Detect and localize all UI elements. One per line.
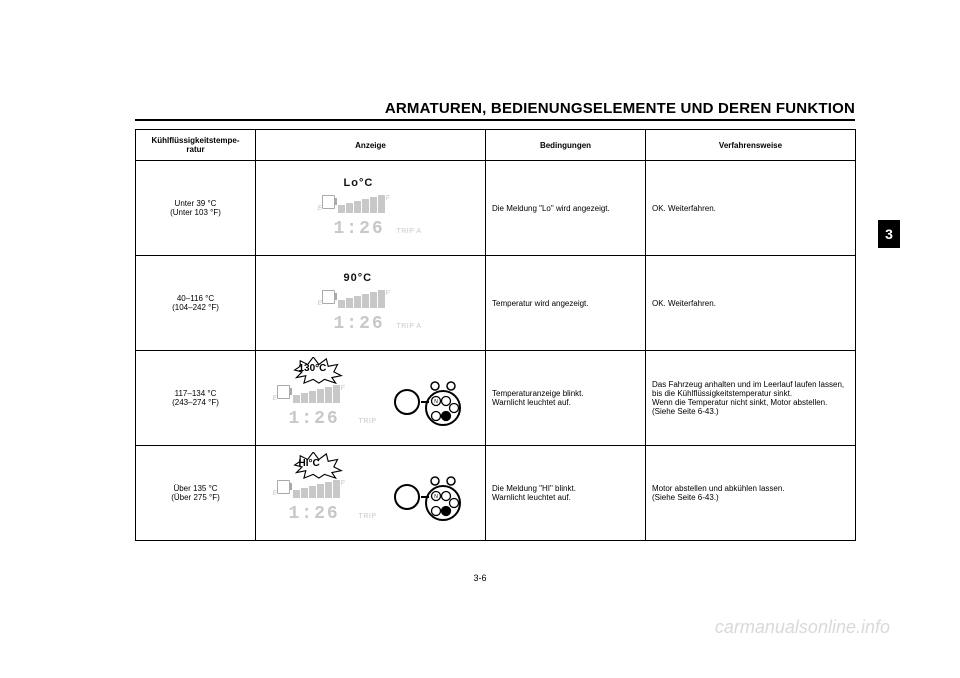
lcd-display: Lo°CEF1:26TRIP A bbox=[316, 173, 426, 243]
cell-temp: Unter 39 °C(Unter 103 °F) bbox=[136, 161, 256, 256]
cell-conditions: Die Meldung "HI" blinkt. Warnlicht leuch… bbox=[486, 446, 646, 541]
cell-action: OK. Weiterfahren. bbox=[646, 161, 856, 256]
lcd-clock: 1:26 bbox=[334, 314, 385, 334]
lcd-trip-label: TRIP bbox=[359, 513, 377, 520]
coolant-temp-table: Kühlflüssigkeitstempe- ratur Anzeige Bed… bbox=[135, 129, 856, 541]
lcd-temp-reading: Lo°C bbox=[344, 177, 374, 189]
page-title: ARMATUREN, BEDIENUNGSELEMENTE UND DEREN … bbox=[135, 100, 855, 117]
fuel-gauge bbox=[338, 290, 385, 308]
cell-display: 130°CEF1:26TRIP bbox=[256, 351, 486, 446]
lcd-display: HI°CEF1:26TRIP bbox=[271, 458, 381, 528]
chapter-tab: 3 bbox=[878, 220, 900, 248]
lcd-trip-label: TRIP A bbox=[396, 228, 421, 235]
lcd-clock: 1:26 bbox=[289, 504, 340, 524]
cell-action: OK. Weiterfahren. bbox=[646, 256, 856, 351]
display-wrap: Lo°CEF1:26TRIP A bbox=[262, 173, 479, 243]
lcd-display: 130°CEF1:26TRIP bbox=[271, 363, 381, 433]
lcd-temp-reading: 90°C bbox=[344, 272, 373, 284]
th-temp: Kühlflüssigkeitstempe- ratur bbox=[136, 130, 256, 161]
display-wrap: 90°CEF1:26TRIP A bbox=[262, 268, 479, 338]
temp-value-f: (243–274 °F) bbox=[142, 398, 249, 407]
lcd-trip-label: TRIP A bbox=[396, 323, 421, 330]
fuel-pump-icon bbox=[322, 290, 335, 304]
fuel-full-label: F bbox=[386, 290, 390, 297]
manual-page: ARMATUREN, BEDIENUNGSELEMENTE UND DEREN … bbox=[135, 100, 855, 541]
table-row: Über 135 °C(Über 275 °F)HI°CEF1:26TRIPDi… bbox=[136, 446, 856, 541]
temp-value: 117–134 °C bbox=[142, 389, 249, 398]
fuel-gauge bbox=[338, 195, 385, 213]
warning-light-cluster-icon bbox=[391, 463, 471, 523]
table-row: Unter 39 °C(Unter 103 °F)Lo°CEF1:26TRIP … bbox=[136, 161, 856, 256]
fuel-pump-icon bbox=[277, 480, 290, 494]
cell-conditions: Temperatur wird angezeigt. bbox=[486, 256, 646, 351]
cell-temp: 40–116 °C(104–242 °F) bbox=[136, 256, 256, 351]
fuel-full-label: F bbox=[341, 385, 345, 392]
lcd-temp-reading: 130°C bbox=[299, 363, 327, 374]
title-rule: ARMATUREN, BEDIENUNGSELEMENTE UND DEREN … bbox=[135, 100, 855, 121]
fuel-full-label: F bbox=[386, 195, 390, 202]
fuel-pump-icon bbox=[322, 195, 335, 209]
cell-temp: 117–134 °C(243–274 °F) bbox=[136, 351, 256, 446]
table-row: 117–134 °C(243–274 °F)130°CEF1:26TRIPTem… bbox=[136, 351, 856, 446]
cell-conditions: Die Meldung "Lo" wird angezeigt. bbox=[486, 161, 646, 256]
watermark: carmanualsonline.info bbox=[715, 617, 890, 638]
th-display: Anzeige bbox=[256, 130, 486, 161]
lcd-clock: 1:26 bbox=[289, 409, 340, 429]
page-number: 3-6 bbox=[0, 573, 960, 583]
display-wrap: 130°CEF1:26TRIP bbox=[262, 363, 479, 433]
fuel-full-label: F bbox=[341, 480, 345, 487]
cell-conditions: Temperaturanzeige blinkt. Warnlicht leuc… bbox=[486, 351, 646, 446]
cell-temp: Über 135 °C(Über 275 °F) bbox=[136, 446, 256, 541]
temp-value: Unter 39 °C bbox=[142, 199, 249, 208]
th-action: Verfahrensweise bbox=[646, 130, 856, 161]
th-conditions: Bedingungen bbox=[486, 130, 646, 161]
fuel-gauge bbox=[293, 385, 340, 403]
warning-light-cluster-icon bbox=[391, 368, 471, 428]
lcd-clock: 1:26 bbox=[334, 219, 385, 239]
temp-value: Über 135 °C bbox=[142, 484, 249, 493]
fuel-gauge bbox=[293, 480, 340, 498]
cell-action: Motor abstellen und abkühlen lassen. (Si… bbox=[646, 446, 856, 541]
lcd-trip-label: TRIP bbox=[359, 418, 377, 425]
table-row: 40–116 °C(104–242 °F)90°CEF1:26TRIP ATem… bbox=[136, 256, 856, 351]
cell-display: 90°CEF1:26TRIP A bbox=[256, 256, 486, 351]
lcd-display: 90°CEF1:26TRIP A bbox=[316, 268, 426, 338]
display-wrap: HI°CEF1:26TRIP bbox=[262, 458, 479, 528]
temp-value-f: (Über 275 °F) bbox=[142, 493, 249, 502]
temp-value-f: (104–242 °F) bbox=[142, 303, 249, 312]
temp-value-f: (Unter 103 °F) bbox=[142, 208, 249, 217]
cell-action: Das Fahrzeug anhalten und im Leerlauf la… bbox=[646, 351, 856, 446]
lcd-temp-reading: HI°C bbox=[299, 458, 320, 469]
temp-value: 40–116 °C bbox=[142, 294, 249, 303]
fuel-pump-icon bbox=[277, 385, 290, 399]
cell-display: HI°CEF1:26TRIP bbox=[256, 446, 486, 541]
table-header-row: Kühlflüssigkeitstempe- ratur Anzeige Bed… bbox=[136, 130, 856, 161]
cell-display: Lo°CEF1:26TRIP A bbox=[256, 161, 486, 256]
